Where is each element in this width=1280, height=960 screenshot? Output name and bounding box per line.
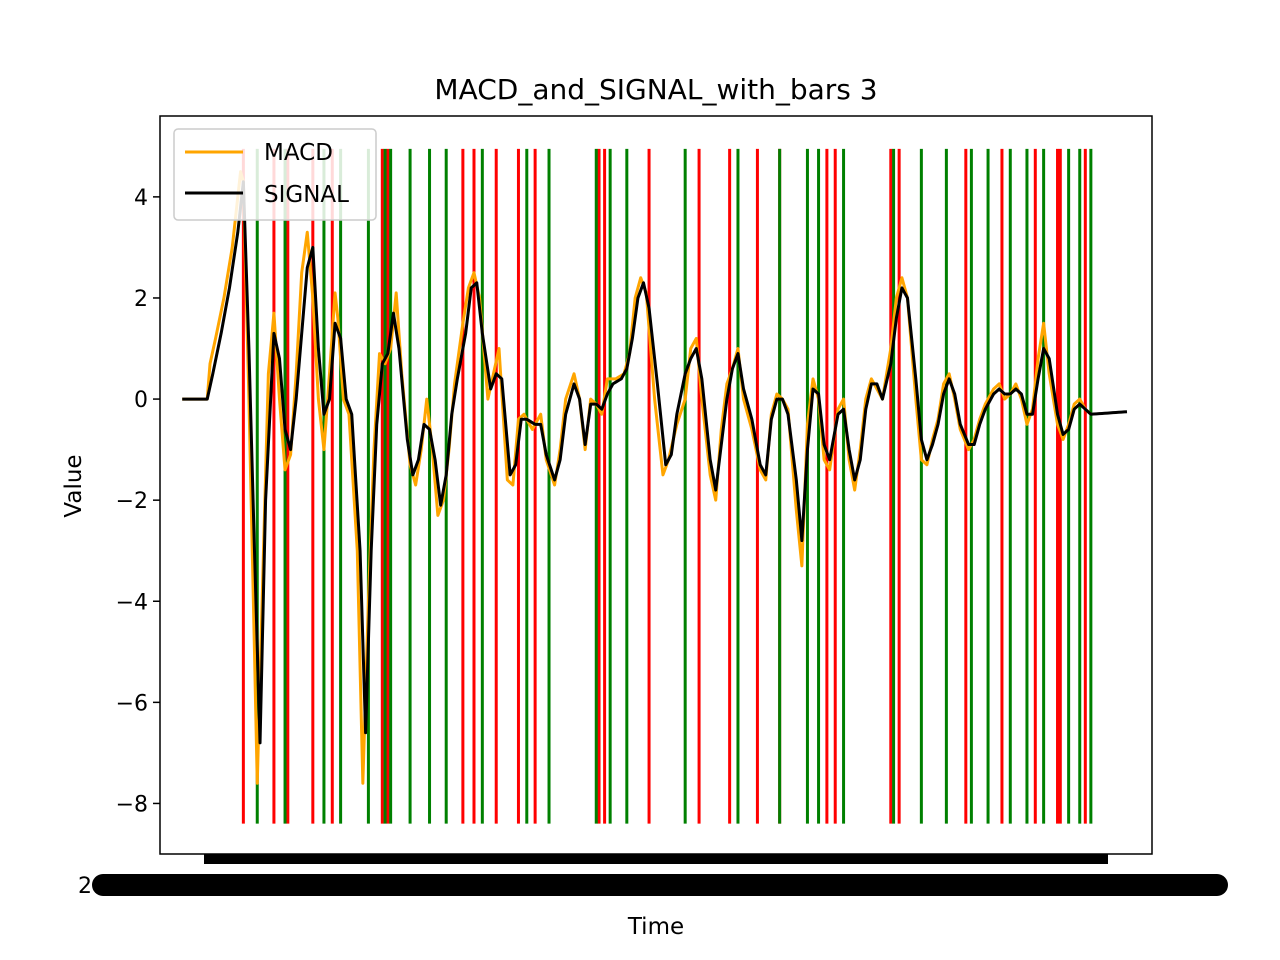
legend-label-macd: MACD (264, 140, 333, 166)
y-tick-label-4: −4 (116, 590, 148, 615)
x-tick-label-stub: 2 (78, 874, 92, 899)
legend-label-signal: SIGNAL (264, 182, 349, 208)
y-tick-label-6: −8 (116, 792, 148, 817)
y-tick-label-0: 4 (134, 186, 148, 211)
y-tick-label-5: −6 (116, 691, 148, 716)
chart-title: MACD_and_SIGNAL_with_bars 3 (434, 73, 877, 106)
x-tick-label-band (92, 874, 1228, 896)
signal-bars (241, 148, 1093, 824)
y-tick-label-1: 2 (134, 287, 148, 312)
x-axis-label: Time (627, 914, 684, 940)
y-axis-label: Value (61, 454, 87, 517)
y-axis: 4 2 0 −2 −4 −6 −8 (116, 186, 160, 817)
x-tick-band (204, 854, 1108, 864)
y-tick-label-2: 0 (134, 388, 148, 413)
series-lines (182, 170, 1128, 785)
signal-line (182, 180, 1128, 745)
y-tick-label-3: −2 (116, 489, 148, 514)
legend: MACD SIGNAL (173, 128, 377, 221)
